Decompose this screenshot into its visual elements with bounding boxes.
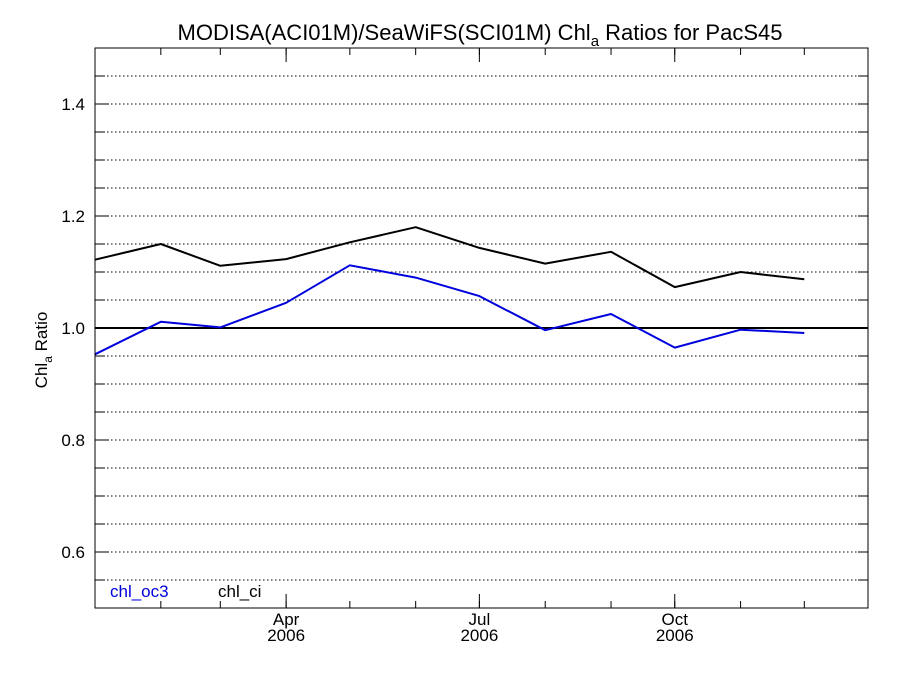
x-tick-year-label: 2006 [656, 626, 694, 645]
x-tick-label: Apr [273, 610, 300, 629]
y-tick-labels: 0.6 0.8 1.0 1.2 1.4 [61, 95, 85, 562]
y-axis-label-main: Chl [32, 363, 51, 389]
y-axis-label-suffix: Ratio [32, 312, 51, 356]
series-line-chl_oc3 [94, 264, 805, 356]
x-tick-year-label: 2006 [460, 626, 498, 645]
chart-title: MODISA(ACI01M)/SeaWiFS(SCI01M) Chla Rati… [178, 20, 783, 50]
y-axis-label: Chla Ratio [32, 312, 55, 389]
axis-ticks [95, 48, 868, 608]
chart-title-subscript: a [591, 33, 600, 50]
x-tick-label: Jul [469, 610, 491, 629]
y-axis-label-subscript: a [41, 356, 55, 363]
legend: chl_oc3 chl_ci [110, 582, 261, 601]
chart-title-suffix: Ratios for PacS45 [599, 20, 782, 45]
chart-title-main: MODISA(ACI01M)/SeaWiFS(SCI01M) Chl [178, 20, 591, 45]
y-tick-label: 1.2 [61, 207, 85, 226]
y-tick-label: 0.6 [61, 543, 85, 562]
x-tick-label: Oct [662, 610, 689, 629]
y-tick-label: 1.4 [61, 95, 85, 114]
series-layer [94, 226, 805, 356]
legend-entry-chl_ci: chl_ci [218, 582, 261, 601]
y-tick-label: 0.8 [61, 431, 85, 450]
legend-entry-chl_oc3: chl_oc3 [110, 582, 169, 601]
gridlines [95, 75, 868, 581]
x-tick-year-label: 2006 [267, 626, 305, 645]
series-line-chl_ci [94, 226, 805, 289]
y-tick-label: 1.0 [61, 319, 85, 338]
